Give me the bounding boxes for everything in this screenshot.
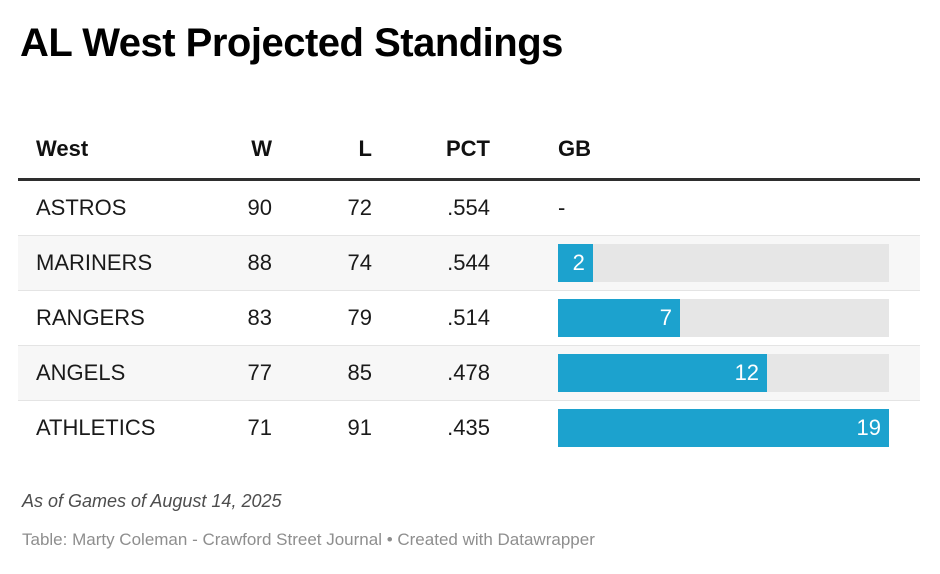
games-back-bar-label: 2 bbox=[572, 250, 585, 275]
wins-cell: 83 bbox=[198, 290, 272, 346]
games-back-bar-label: 19 bbox=[856, 415, 881, 440]
pct-cell: .435 bbox=[372, 400, 490, 455]
losses-cell: 79 bbox=[272, 290, 372, 346]
games-back-bar: 19 bbox=[558, 409, 889, 447]
table-row: ASTROS 90 72 .554 - bbox=[18, 180, 920, 236]
losses-cell: 74 bbox=[272, 235, 372, 291]
team-name-cell: MARINERS bbox=[18, 235, 198, 291]
pct-cell: .514 bbox=[372, 290, 490, 346]
games-back-cell: 7 bbox=[490, 290, 920, 346]
table-row: MARINERS 88 74.544 2 bbox=[18, 235, 920, 291]
attribution: Table: Marty Coleman - Crawford Street J… bbox=[22, 530, 595, 549]
wins-cell: 71 bbox=[198, 400, 272, 455]
losses-cell: 72 bbox=[347, 195, 372, 220]
header-row: West W L PCT GB bbox=[18, 120, 920, 181]
team-name-cell: RANGERS bbox=[18, 290, 198, 346]
chart-title: AL West Projected Standings bbox=[20, 21, 563, 65]
games-back-bar-track: 12 bbox=[558, 354, 889, 392]
standings-table-body: ASTROS 90 72.554- MARINERS 88 74.544 2 RANGERS 8… bbox=[18, 180, 920, 455]
games-back-cell: 19 bbox=[490, 400, 920, 455]
pct-cell: .478 bbox=[372, 345, 490, 401]
losses-cell: 85 bbox=[272, 345, 372, 401]
games-back-bar-label: 12 bbox=[734, 360, 760, 385]
team-name-cell: ASTROS bbox=[36, 195, 127, 220]
table-row: RANGERS 83 79.514 7 bbox=[18, 290, 920, 346]
losses-cell: 91 bbox=[272, 400, 372, 455]
games-back-cell: 2 bbox=[490, 235, 920, 291]
games-back-bar-label: 7 bbox=[659, 305, 672, 330]
column-header-gb: GB bbox=[490, 120, 920, 181]
games-back-bar: 7 bbox=[558, 299, 680, 337]
standings-table: West W L PCT GB ASTROS 90 72.554- MARINERS 8… bbox=[18, 120, 920, 455]
table-row: ATHLETICS 71 91.435 19 bbox=[18, 400, 920, 455]
pct-cell: .554 bbox=[447, 195, 490, 220]
pct-cell: .544 bbox=[372, 235, 490, 291]
games-back-bar: 2 bbox=[558, 244, 593, 282]
team-name-cell: ANGELS bbox=[18, 345, 198, 401]
games-back-dash: - bbox=[558, 195, 566, 220]
games-back-bar-track: 2 bbox=[558, 244, 889, 282]
team-name-cell: ATHLETICS bbox=[18, 400, 198, 455]
table-row: ANGELS 77 85.478 12 bbox=[18, 345, 920, 401]
wins-cell: 90 bbox=[247, 195, 272, 220]
games-back-bar-track: 19 bbox=[558, 409, 889, 447]
games-back-bar: 12 bbox=[558, 354, 768, 392]
wins-cell: 77 bbox=[198, 345, 272, 401]
games-back-cell: 12 bbox=[490, 345, 920, 401]
games-back-bar-track: 7 bbox=[558, 299, 889, 337]
source-note: As of Games of August 14, 2025 bbox=[22, 491, 282, 511]
column-header-losses: L bbox=[272, 120, 372, 181]
column-header-pct: PCT bbox=[372, 120, 490, 181]
wins-cell: 88 bbox=[198, 235, 272, 291]
games-back-cell: - bbox=[490, 180, 920, 236]
column-header-wins: W bbox=[198, 120, 272, 181]
column-header-west: West bbox=[18, 120, 198, 181]
